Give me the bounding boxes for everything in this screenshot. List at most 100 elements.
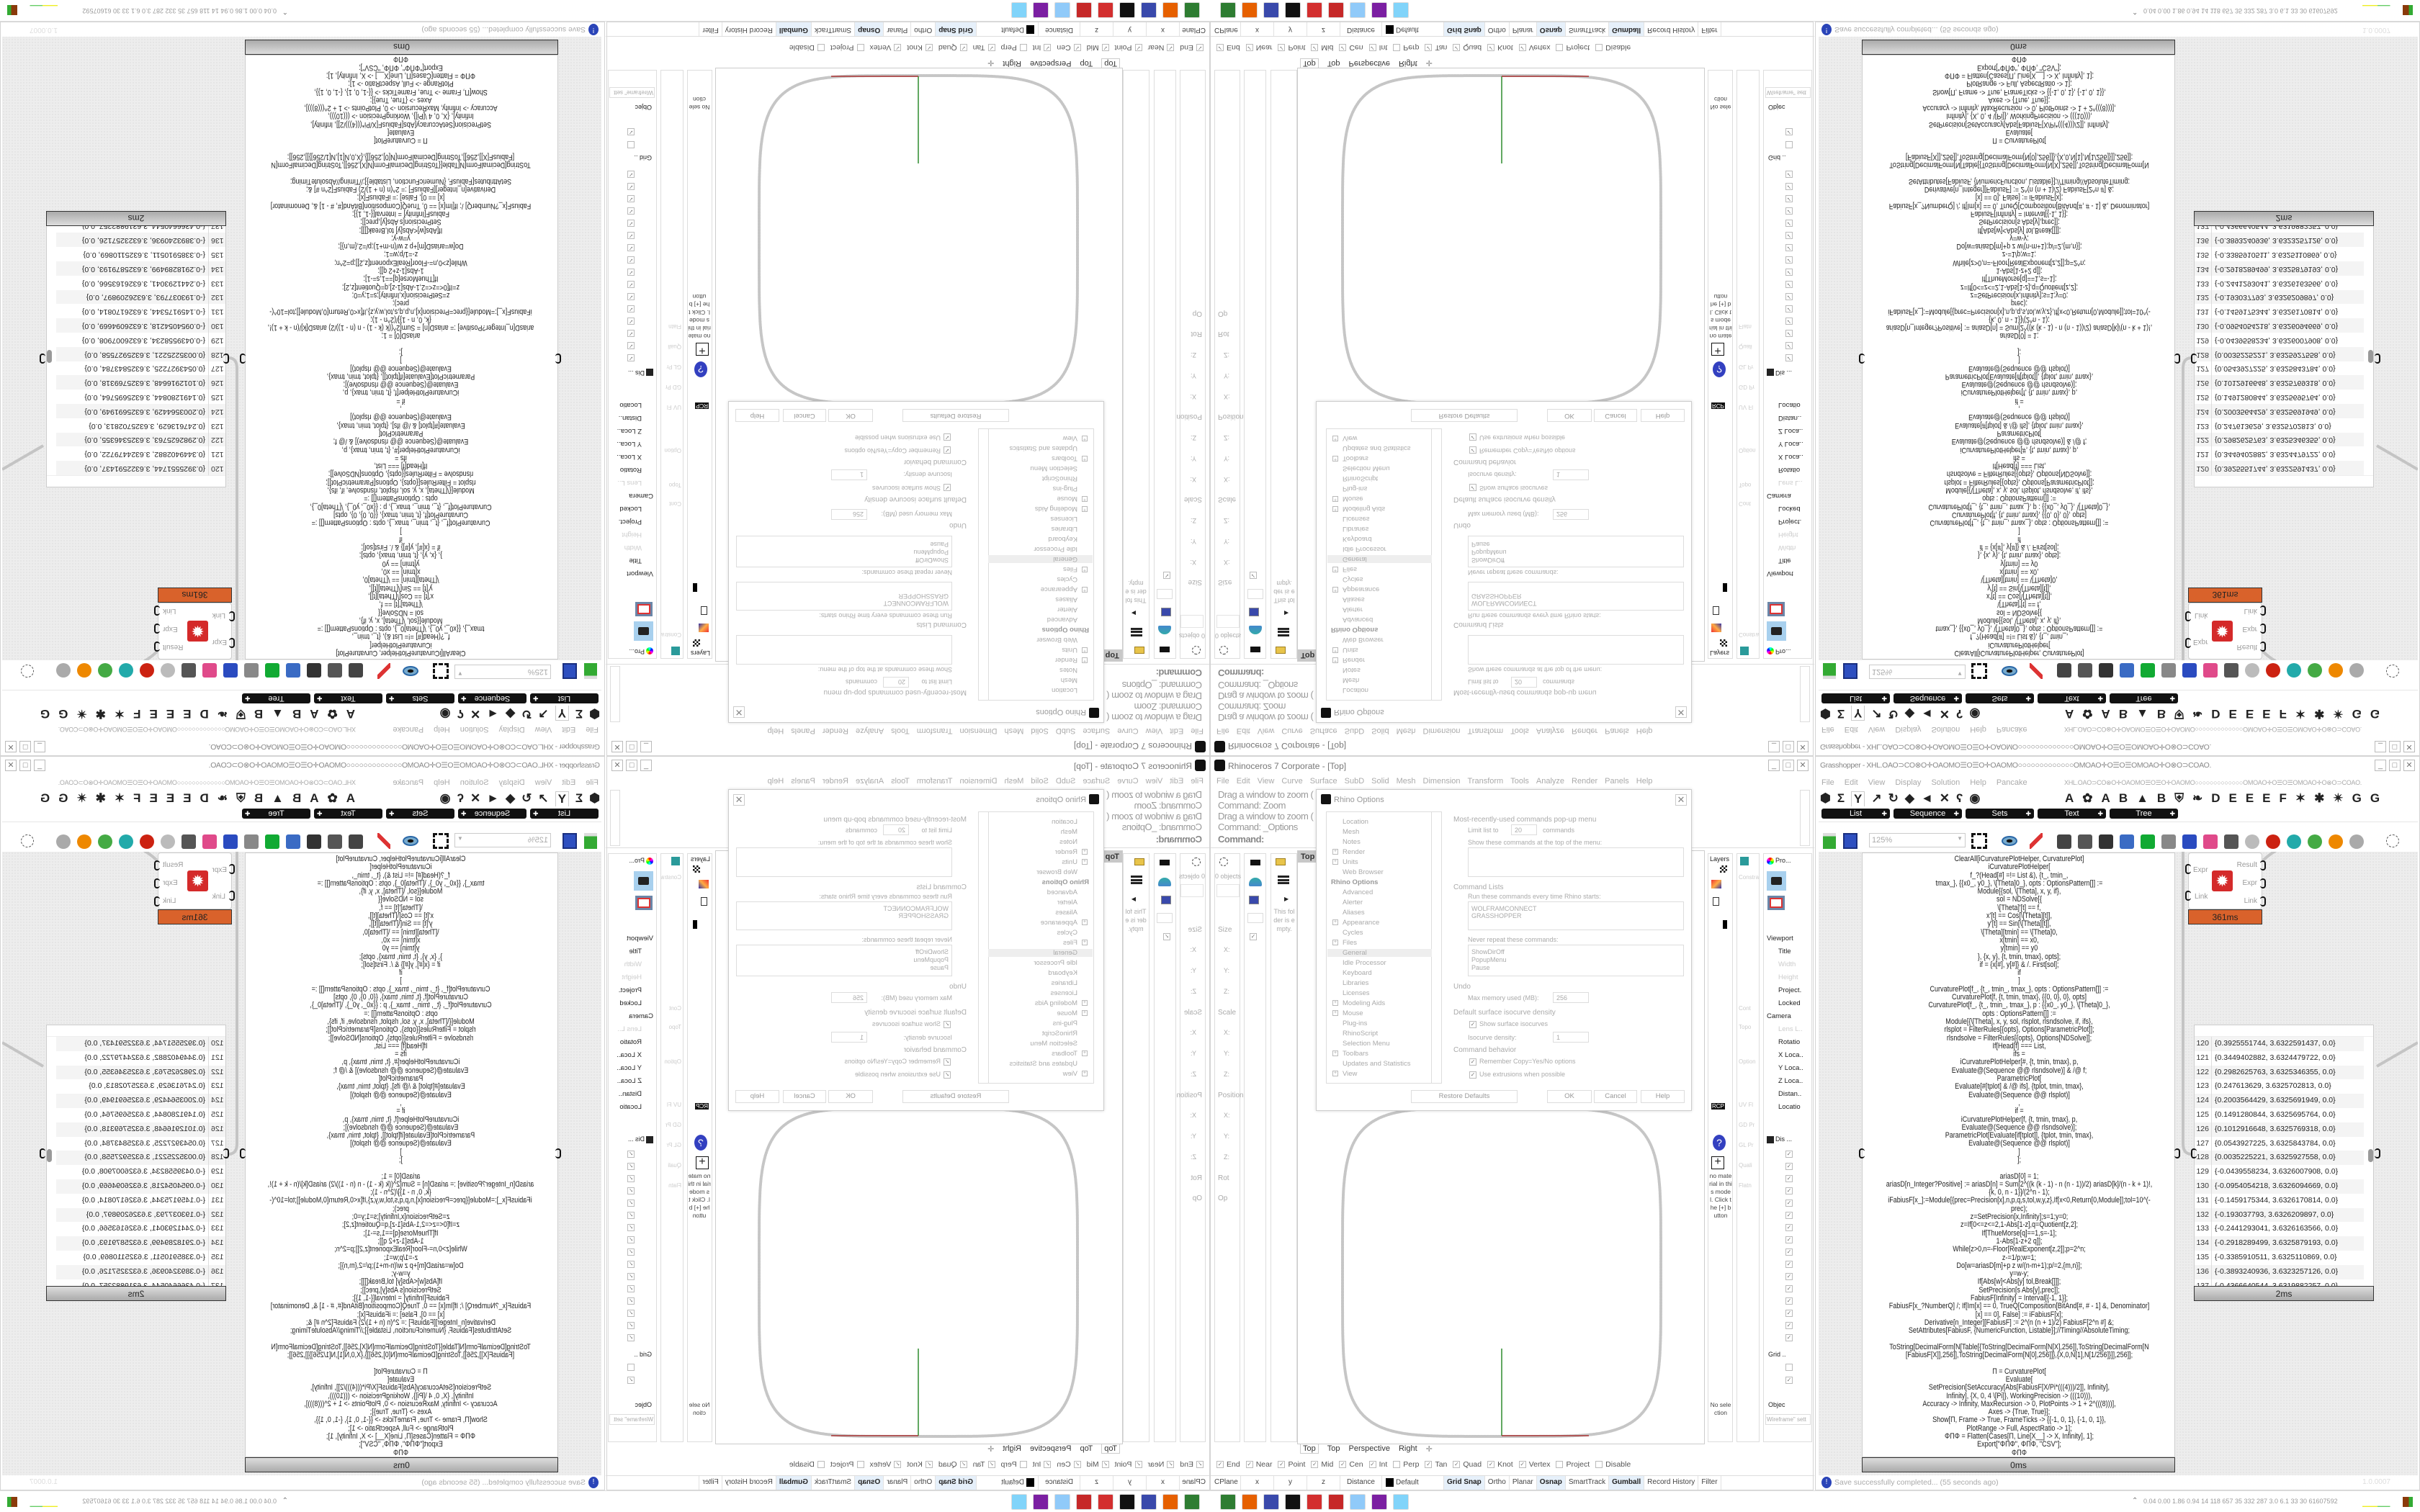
- list-item[interactable]: 136{-0.3893240936, 3.6323257126, 0.0}: [2195, 233, 2364, 248]
- component-tab-icon[interactable]: ❧: [2192, 707, 2203, 721]
- display-checkbox[interactable]: ✓: [627, 1187, 635, 1194]
- checkbox[interactable]: ✓: [1469, 484, 1476, 492]
- component-tab-icon[interactable]: G: [2370, 707, 2380, 721]
- options-tree-item[interactable]: Location: [1052, 818, 1077, 826]
- menu-item-file[interactable]: File: [586, 725, 599, 734]
- component-tab-icon[interactable]: ◆: [1904, 791, 1914, 805]
- menu-item-panels[interactable]: Panels: [791, 726, 815, 735]
- menu-item-analyze[interactable]: Analyze: [1536, 726, 1565, 735]
- checkbox[interactable]: ✓: [1044, 1461, 1052, 1469]
- display-checkbox[interactable]: ✓: [627, 1273, 635, 1280]
- subtab-tree[interactable]: Tree ✚: [242, 809, 310, 819]
- viewport-tab-top[interactable]: Top: [1300, 1444, 1319, 1454]
- list-item[interactable]: 133{-0.2441293041, 3.6326163566, 0.0}: [56, 1222, 225, 1237]
- component-tab-icon[interactable]: A: [2065, 791, 2074, 805]
- expand-icon[interactable]: +: [1332, 1071, 1338, 1076]
- canvas-toolbar-icon[interactable]: [349, 663, 363, 678]
- dialog-close-button[interactable]: ✕: [733, 706, 745, 718]
- gha-icon[interactable]: [2161, 834, 2176, 849]
- component-tab-icon[interactable]: ⛨: [2174, 791, 2184, 805]
- code-panel-input-grip[interactable]: [555, 1148, 561, 1158]
- options-tree-item[interactable]: Advanced: [1343, 888, 1373, 896]
- menu-item-analyze[interactable]: Analyze: [1536, 777, 1565, 786]
- options-tree-item[interactable]: Plug-ins: [1053, 1020, 1077, 1027]
- zoom-combobox[interactable]: 125% ▼: [1869, 665, 1966, 679]
- checker-icon[interactable]: [693, 865, 700, 873]
- options-tree-item[interactable]: + Files: [1063, 939, 1088, 947]
- viewport-tab-top[interactable]: Top: [1101, 58, 1120, 68]
- options-tree-item[interactable]: Aliases: [1343, 909, 1365, 917]
- menu-item-analyze[interactable]: Analyze: [855, 726, 884, 735]
- checkbox[interactable]: ✓: [987, 1461, 995, 1469]
- new-layer-icon[interactable]: [701, 897, 707, 906]
- expand-icon[interactable]: +: [1082, 436, 1088, 441]
- property-height[interactable]: Height: [622, 973, 642, 981]
- property-zloca[interactable]: Z Loca..: [617, 427, 642, 435]
- checkbox[interactable]: ✓: [1311, 43, 1319, 51]
- expand-icon[interactable]: +: [1082, 1000, 1088, 1006]
- component-tab-icon[interactable]: ✱: [2314, 791, 2325, 805]
- cluster-icon[interactable]: [307, 663, 321, 678]
- component-tab-icon[interactable]: ⬢: [1820, 791, 1831, 805]
- limit-input[interactable]: 20: [1511, 677, 1537, 688]
- viewport-tab-perspective[interactable]: Perspective: [1348, 59, 1390, 68]
- layer-stack-icon[interactable]: [699, 880, 709, 888]
- zoom-combobox[interactable]: 125% ▼: [454, 833, 551, 847]
- max-memory-input[interactable]: 256: [1553, 992, 1589, 1003]
- component-tab-icon[interactable]: E: [2245, 707, 2254, 721]
- menu-item-mesh[interactable]: Mesh: [1396, 777, 1416, 786]
- display-checkbox[interactable]: ✓: [1785, 1334, 1793, 1341]
- options-tree-item[interactable]: + Toolbars: [1052, 1050, 1088, 1058]
- maximize-button[interactable]: □: [19, 760, 31, 771]
- list-item[interactable]: 137{-0.4366640544, 3.6319882257, 0.0}: [2195, 1279, 2364, 1286]
- expand-icon[interactable]: +: [1332, 567, 1338, 572]
- section-header[interactable]: Rot: [1218, 330, 1229, 338]
- options-tree-item[interactable]: + Toolbars: [1332, 454, 1368, 462]
- options-tree-item[interactable]: Aliases: [1055, 595, 1077, 603]
- display-checkbox[interactable]: ✓: [627, 1310, 635, 1317]
- options-tree-item[interactable]: + Render: [1332, 848, 1365, 856]
- options-tree-item[interactable]: Web Browser: [1036, 868, 1077, 876]
- lasso-icon[interactable]: [21, 665, 34, 678]
- image-icon[interactable]: [223, 834, 238, 849]
- osnap-end[interactable]: ✓End: [1180, 43, 1204, 52]
- preview-eye-icon[interactable]: [2002, 836, 2017, 846]
- status-planar[interactable]: Planar: [1509, 22, 1537, 36]
- list-item[interactable]: 132{-0.193037793, 3.6326209897, 0.0}: [56, 289, 225, 305]
- list-panel-input-grip[interactable]: [223, 354, 229, 364]
- command-prompt[interactable]: Command:: [1156, 834, 1202, 845]
- menu-item-tools[interactable]: Tools: [1510, 777, 1529, 786]
- expand-icon[interactable]: +: [1332, 506, 1338, 512]
- environment-icon[interactable]: [1158, 626, 1171, 634]
- firefox-icon[interactable]: [1162, 2, 1178, 18]
- list-item[interactable]: 121{0.3449402882, 3.6324479722, 0.0}: [2195, 1050, 2364, 1066]
- ball-icon[interactable]: [2349, 834, 2364, 849]
- remember-copy-checkbox[interactable]: ✓Remember Copy=Yes/No options: [1469, 1058, 1576, 1066]
- data-list-panel[interactable]: 120{0.3925551744, 3.6322591437, 0.0}121{…: [2194, 225, 2374, 487]
- mathematica-icon[interactable]: [1307, 2, 1322, 18]
- top-viewport[interactable]: Top: [715, 850, 1123, 1444]
- constraint-icon[interactable]: [1740, 857, 1749, 865]
- options-tree-item[interactable]: RhinoScript: [1343, 474, 1378, 482]
- options-tree-item[interactable]: Plug-ins: [1343, 485, 1367, 492]
- canvas-toolbar-icon[interactable]: [349, 834, 363, 849]
- component-tab-icon[interactable]: ✶: [114, 791, 125, 805]
- help-icon[interactable]: ?: [1713, 1135, 1726, 1151]
- status-default[interactable]: Default: [976, 1476, 1038, 1490]
- component-tab-icon[interactable]: ↗: [1871, 707, 1882, 721]
- menu-item-panels[interactable]: Panels: [1605, 726, 1629, 735]
- subtab-text[interactable]: Text ✚: [2038, 693, 2106, 703]
- floppy-icon[interactable]: [1141, 2, 1157, 18]
- viewport-tab-right[interactable]: Right: [1398, 1444, 1417, 1453]
- property-lensl[interactable]: Lens L..: [617, 1025, 642, 1033]
- component-tab-icon[interactable]: Y: [1851, 706, 1865, 721]
- property-width[interactable]: Width: [1778, 544, 1796, 552]
- subtab-text[interactable]: Text ✚: [314, 809, 382, 819]
- isocurve-density-input[interactable]: 1: [1553, 1032, 1589, 1043]
- list-panel-output-grip[interactable]: [40, 354, 45, 364]
- menu-item-dimension[interactable]: Dimension: [1422, 726, 1461, 735]
- property-zloca[interactable]: Z Loca..: [1778, 1077, 1803, 1085]
- options-tree-item[interactable]: Alerter: [1057, 899, 1077, 906]
- osnap-cen[interactable]: ✓Cen: [1057, 1460, 1081, 1469]
- list-item[interactable]: 131{-0.1459175344, 3.6326170814, 0.0}: [2195, 1193, 2364, 1208]
